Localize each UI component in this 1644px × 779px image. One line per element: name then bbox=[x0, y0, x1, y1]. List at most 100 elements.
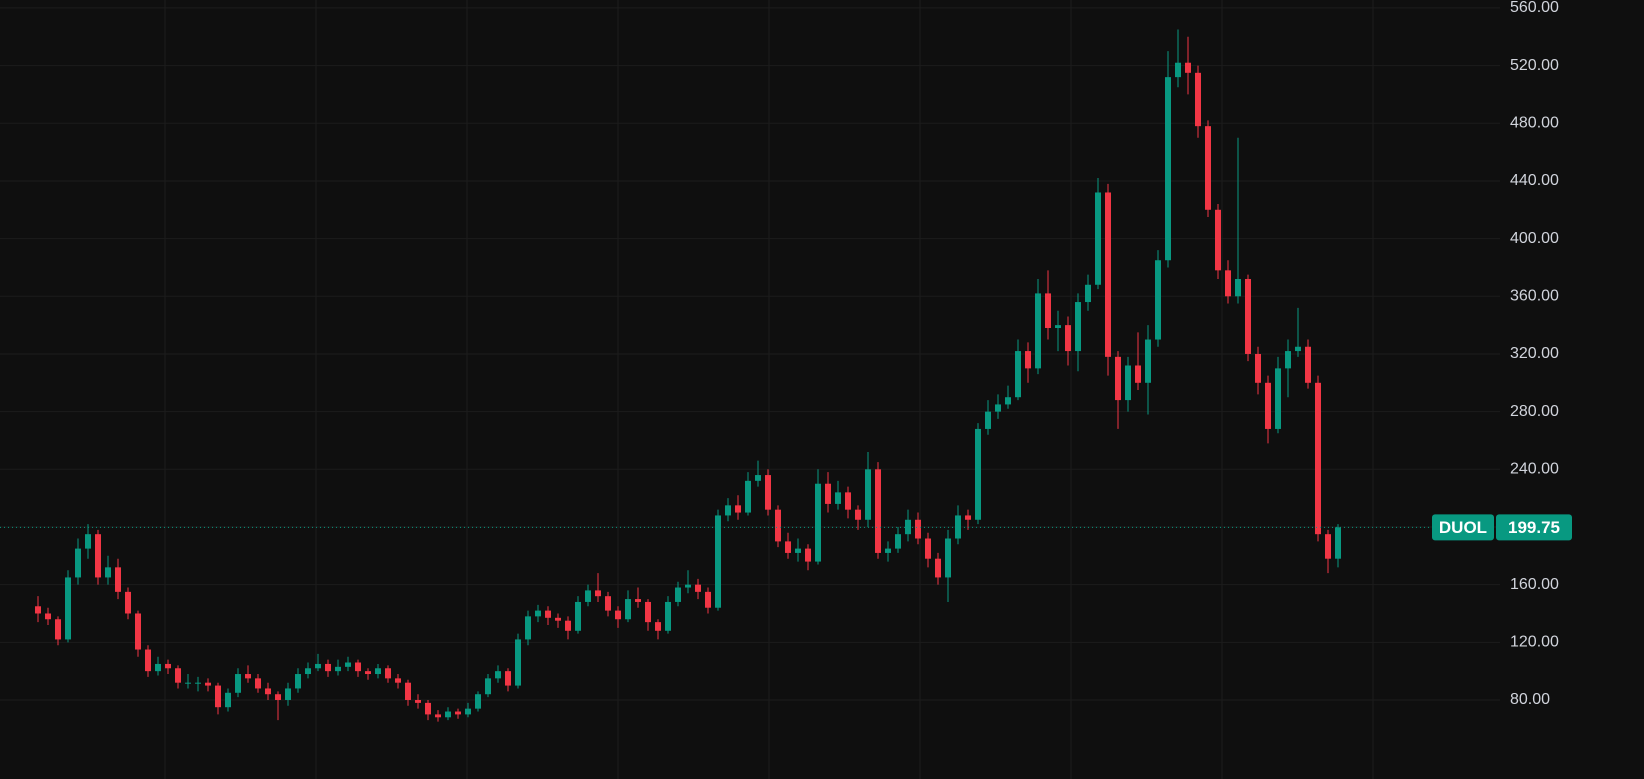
candle-body bbox=[715, 515, 721, 608]
candle-body bbox=[1315, 382, 1321, 535]
candle-body bbox=[645, 601, 651, 623]
candle-body bbox=[515, 639, 521, 686]
candle-body bbox=[915, 519, 921, 539]
candle-body bbox=[105, 567, 111, 578]
candle-body bbox=[225, 692, 231, 708]
candle-body bbox=[735, 505, 741, 513]
candle-body bbox=[235, 674, 241, 693]
candle-body bbox=[805, 548, 811, 562]
candle-body bbox=[75, 548, 81, 578]
candle-body bbox=[695, 584, 701, 592]
candle-body bbox=[355, 662, 361, 672]
candle-body bbox=[1265, 382, 1271, 429]
y-tick-label: 240.00 bbox=[1510, 461, 1559, 478]
candle-body bbox=[1295, 346, 1301, 352]
candle-body bbox=[535, 610, 541, 617]
candle-body bbox=[335, 666, 341, 672]
candle-body bbox=[185, 682, 191, 684]
candle-body bbox=[975, 428, 981, 520]
candle-body bbox=[855, 509, 861, 520]
candle-body bbox=[1005, 397, 1011, 405]
candle-body bbox=[405, 682, 411, 700]
candle-body bbox=[575, 601, 581, 631]
candle-body bbox=[865, 469, 871, 520]
y-tick-label: 400.00 bbox=[1510, 230, 1559, 247]
candle-body bbox=[1135, 365, 1141, 383]
candle-body bbox=[145, 649, 151, 672]
candle-body bbox=[435, 714, 441, 718]
candle-body bbox=[265, 688, 271, 695]
candle-body bbox=[635, 599, 641, 602]
candle-body bbox=[1235, 278, 1241, 297]
candle-body bbox=[1035, 293, 1041, 369]
candle-body bbox=[935, 558, 941, 578]
candle-body bbox=[495, 671, 501, 679]
candle-body bbox=[1065, 325, 1071, 352]
candle-body bbox=[525, 616, 531, 640]
candle-body bbox=[115, 567, 121, 592]
candle-body bbox=[725, 505, 731, 516]
candle-body bbox=[1255, 353, 1261, 383]
candle-body bbox=[35, 606, 41, 614]
candle-body bbox=[1055, 325, 1061, 329]
candle-body bbox=[425, 702, 431, 715]
candle-body bbox=[1155, 260, 1161, 340]
y-tick-label: 560.00 bbox=[1510, 0, 1559, 16]
candle-body bbox=[85, 534, 91, 549]
candle-body bbox=[1335, 527, 1341, 559]
candle-body bbox=[195, 682, 201, 684]
candle-body bbox=[955, 515, 961, 539]
candle-body bbox=[1015, 351, 1021, 398]
vertical-grid bbox=[164, 0, 1374, 779]
candle-body bbox=[845, 492, 851, 510]
candle-body bbox=[815, 483, 821, 562]
candle-body bbox=[1045, 293, 1051, 329]
candle-body bbox=[885, 548, 891, 553]
candle-body bbox=[835, 492, 841, 504]
candle-body bbox=[585, 590, 591, 602]
candle-body bbox=[1165, 77, 1171, 261]
candle-body bbox=[1185, 62, 1191, 73]
candle-body bbox=[485, 678, 491, 695]
candle-body bbox=[445, 711, 451, 718]
y-tick-label: 440.00 bbox=[1510, 172, 1559, 189]
candle-body bbox=[755, 475, 761, 481]
candle-body bbox=[1285, 351, 1291, 369]
symbol-badge bbox=[1432, 514, 1494, 541]
candle-body bbox=[365, 671, 371, 675]
candle-body bbox=[875, 469, 881, 553]
candle-body bbox=[1325, 534, 1331, 559]
candle-body bbox=[135, 613, 141, 650]
candle-body bbox=[925, 538, 931, 559]
y-tick-label: 160.00 bbox=[1510, 576, 1559, 593]
candle-body bbox=[285, 688, 291, 700]
candle-body bbox=[295, 674, 301, 689]
candle-body bbox=[545, 610, 551, 618]
candle-body bbox=[1125, 365, 1131, 401]
candle-body bbox=[165, 663, 171, 669]
candle-body bbox=[125, 591, 131, 614]
candle-body bbox=[275, 694, 281, 700]
candle-body bbox=[765, 475, 771, 510]
price-badge bbox=[1496, 514, 1572, 541]
y-tick-label: 280.00 bbox=[1510, 403, 1559, 420]
y-tick-label: 480.00 bbox=[1510, 114, 1559, 131]
candle-body bbox=[345, 662, 351, 667]
candle-body bbox=[655, 622, 661, 631]
candle-body bbox=[1245, 278, 1251, 354]
y-tick-label: 320.00 bbox=[1510, 345, 1559, 362]
candle-body bbox=[1095, 192, 1101, 285]
candle-body bbox=[1085, 284, 1091, 303]
candle-body bbox=[395, 678, 401, 683]
candle-body bbox=[995, 404, 1001, 412]
candle-body bbox=[475, 694, 481, 709]
candle-body bbox=[825, 483, 831, 504]
candle-body bbox=[675, 587, 681, 602]
y-tick-label: 360.00 bbox=[1510, 288, 1559, 305]
candle-body bbox=[795, 548, 801, 553]
candle-body bbox=[1105, 192, 1111, 357]
candle-body bbox=[315, 663, 321, 669]
candle-body bbox=[55, 619, 61, 640]
candle-body bbox=[1275, 368, 1281, 429]
